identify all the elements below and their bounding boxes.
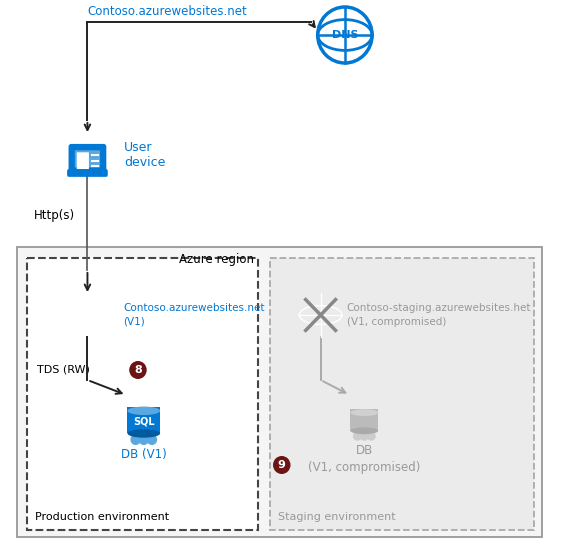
Text: DB
(V1, compromised): DB (V1, compromised) [308, 444, 421, 474]
Bar [270, 258, 534, 530]
Circle shape [367, 431, 376, 441]
FancyBboxPatch shape [70, 145, 105, 172]
Bar [27, 258, 258, 530]
Text: 9: 9 [278, 460, 286, 470]
Circle shape [130, 434, 141, 445]
FancyBboxPatch shape [351, 409, 378, 431]
Circle shape [138, 434, 149, 445]
FancyBboxPatch shape [75, 150, 100, 168]
Circle shape [147, 434, 157, 445]
Text: SQL: SQL [133, 417, 154, 427]
Circle shape [317, 7, 372, 63]
Text: DNS: DNS [332, 30, 358, 40]
Text: Production environment: Production environment [35, 512, 169, 522]
Ellipse shape [351, 428, 378, 434]
Text: User
device: User device [125, 141, 166, 169]
Text: Staging environment: Staging environment [278, 512, 395, 522]
FancyBboxPatch shape [77, 152, 89, 169]
Text: Azure region: Azure region [179, 253, 254, 266]
Text: 8: 8 [134, 365, 142, 375]
Circle shape [129, 361, 147, 379]
Ellipse shape [351, 409, 378, 416]
Bar [17, 247, 542, 537]
Text: Http(s): Http(s) [34, 208, 75, 222]
Circle shape [273, 456, 290, 474]
Text: DB (V1): DB (V1) [121, 448, 166, 461]
Text: Contoso.azurewebsites.net
(V1): Contoso.azurewebsites.net (V1) [123, 304, 265, 327]
Circle shape [353, 431, 362, 441]
Circle shape [76, 293, 118, 337]
Text: TDS (RW): TDS (RW) [37, 365, 90, 375]
Ellipse shape [127, 407, 160, 415]
Circle shape [299, 293, 342, 337]
FancyBboxPatch shape [127, 407, 160, 434]
Ellipse shape [127, 429, 160, 437]
Text: Contoso.azurewebsites.net: Contoso.azurewebsites.net [87, 5, 247, 18]
FancyBboxPatch shape [68, 170, 106, 175]
Circle shape [360, 431, 369, 441]
Text: Contoso-staging.azurewebsites.het
(V1, compromised): Contoso-staging.azurewebsites.het (V1, c… [347, 304, 532, 327]
